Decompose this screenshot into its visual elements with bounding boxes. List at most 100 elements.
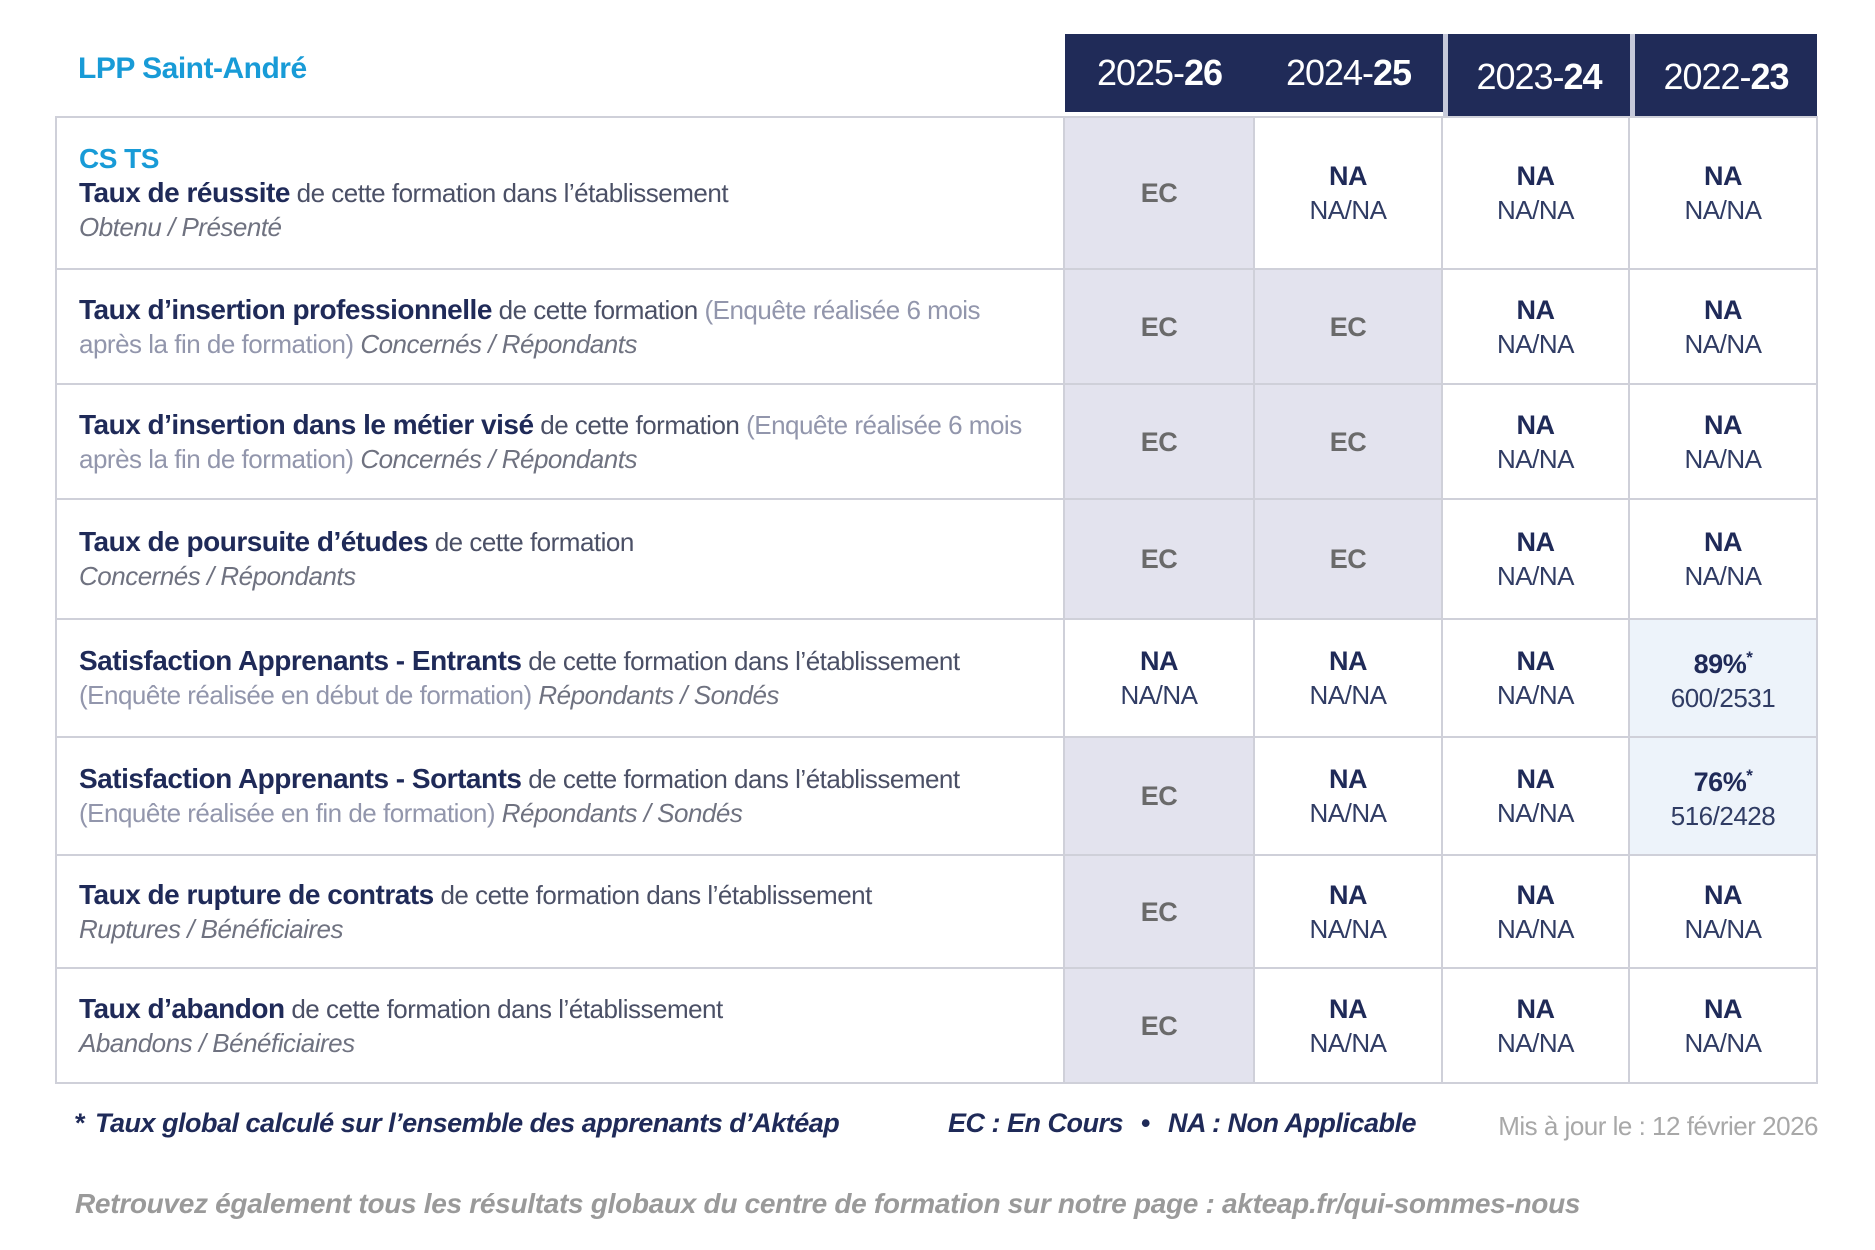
cell-value: NA [1329, 161, 1368, 191]
metric-desc: de cette formation dans l’établissement [289, 178, 729, 208]
year-bar-2022-23: 2022-23 [1635, 34, 1817, 120]
legend-ec: EC : En Cours [948, 1108, 1124, 1138]
cell-value: EC [1140, 1010, 1178, 1041]
value-cell: EC [1065, 856, 1253, 967]
ratio-label: Abandons / Bénéficiaires [79, 1027, 355, 1058]
value-cell: 76%* 516/2428 [1630, 738, 1816, 854]
ratio-label: Concernés / Répondants [79, 561, 356, 591]
value-cell: NA NA/NA [1065, 620, 1253, 736]
metric-title: Taux d’insertion dans le métier visé [79, 408, 534, 440]
cell-value: EC [1140, 426, 1178, 457]
cell-value: EC [1140, 544, 1178, 574]
asterisk: * [1746, 766, 1753, 785]
metric-desc: de cette formation [427, 527, 635, 557]
cell-ratio: NA/NA [1497, 913, 1574, 944]
ratio-label: Répondants / Sondés [501, 798, 743, 828]
cell-value: EC [1329, 544, 1367, 574]
metric-title: Satisfaction Apprenants - Entrants [79, 645, 522, 676]
value-cell: EC [1255, 500, 1441, 618]
cell-ratio: NA/NA [1309, 1027, 1387, 1058]
survey-note: (Enquête réalisée 6 mois après la fin de… [79, 409, 1022, 474]
value-cell: NA NA/NA [1630, 500, 1816, 618]
cell-value: EC [1329, 426, 1367, 457]
year-bar-2023-24: 2023-24 [1448, 34, 1630, 120]
cell-value: NA [1516, 294, 1556, 325]
value-cell: EC [1065, 969, 1253, 1082]
cell-ratio: NA/NA [1497, 798, 1574, 828]
year-header: 2025-26 2024-25 2023-24 2022-23 [1065, 34, 1817, 120]
ratio-label: Ruptures / Bénéficiaires [79, 913, 344, 944]
value-cell: NA NA/NA [1443, 118, 1628, 268]
row-label: Satisfaction Apprenants - Entrants de ce… [57, 620, 1063, 736]
value-cell: NA NA/NA [1255, 118, 1441, 268]
year-label: 2023-24 [1476, 56, 1602, 97]
metric-desc: de cette formation dans l’établissement [433, 879, 872, 910]
cell-ratio: NA/NA [1309, 913, 1387, 944]
value-cell: NA NA/NA [1630, 856, 1816, 967]
cell-value: EC [1140, 311, 1178, 342]
row-label: Taux d’abandon de cette formation dans l… [57, 969, 1063, 1082]
year-label: 2025-26 [1096, 52, 1223, 93]
legend-bullet: • [1141, 1108, 1150, 1138]
value-cell: NA NA/NA [1443, 385, 1628, 498]
metric-desc: de cette formation dans l’établissement [284, 993, 723, 1024]
metric-title: Taux d’abandon [79, 992, 285, 1024]
cell-ratio: NA/NA [1497, 328, 1574, 359]
value-cell: NA NA/NA [1255, 856, 1441, 967]
value-cell: EC [1065, 385, 1253, 498]
cell-value: NA [1516, 409, 1556, 440]
ratio-label: Concernés / Répondants [360, 443, 637, 474]
value-cell: NA NA/NA [1443, 500, 1628, 618]
cell-value: 89%* [1693, 648, 1753, 679]
survey-note: (Enquête réalisée en fin de formation) [79, 798, 502, 828]
cell-ratio: NA/NA [1120, 680, 1198, 710]
value-cell: EC [1065, 118, 1253, 268]
cell-ratio: NA/NA [1497, 561, 1574, 591]
value-cell: NA NA/NA [1630, 385, 1816, 498]
cell-value: NA [1140, 646, 1179, 676]
value-cell: EC [1065, 738, 1253, 854]
value-cell: EC [1065, 270, 1253, 383]
cell-ratio: NA/NA [1684, 913, 1762, 944]
updated-date: Mis à jour le : 12 février 2026 [1498, 1111, 1818, 1141]
page-title: LPP Saint-André [78, 52, 307, 85]
cell-ratio: 600/2531 [1670, 683, 1776, 713]
value-cell: EC [1255, 385, 1441, 498]
metric-title: Taux de réussite [79, 177, 290, 208]
cell-value: NA [1704, 161, 1743, 191]
cell-value: EC [1140, 896, 1178, 927]
header-divider [1630, 34, 1635, 120]
value-cell: EC [1255, 270, 1441, 383]
year-bar-recent: 2025-26 2024-25 [1065, 34, 1443, 112]
value-cell: EC [1065, 500, 1253, 618]
footnote-text: Taux global calculé sur l’ensemble des a… [95, 1108, 840, 1138]
metric-title: Taux de poursuite d’études [79, 526, 428, 557]
value-cell: NA NA/NA [1255, 969, 1441, 1082]
cell-value: NA [1516, 993, 1556, 1024]
row-label: Taux d’insertion dans le métier visé de … [57, 385, 1063, 498]
header-divider [1443, 34, 1448, 120]
year-label: 2022-23 [1663, 56, 1789, 97]
value-cell: NA NA/NA [1630, 118, 1816, 268]
metric-title: Taux d’insertion professionnelle [79, 293, 492, 325]
cell-ratio: NA/NA [1684, 328, 1762, 359]
cell-ratio: NA/NA [1684, 1027, 1762, 1058]
value-cell: NA NA/NA [1443, 856, 1628, 967]
cell-ratio: NA/NA [1309, 195, 1387, 225]
cell-ratio: NA/NA [1309, 680, 1387, 710]
cell-value: EC [1140, 781, 1178, 811]
legend: EC : En Cours • NA : Non Applicable [948, 1108, 1416, 1139]
cell-value: NA [1704, 879, 1743, 910]
cell-value: NA [1516, 161, 1556, 191]
asterisk: * [1746, 648, 1753, 667]
ratio-label: Obtenu / Présenté [79, 212, 282, 242]
metric-title: Taux de rupture de contrats [79, 878, 434, 910]
cell-value: NA [1329, 646, 1368, 676]
ratio-label: Répondants / Sondés [538, 680, 779, 710]
results-table: CS TS Taux de réussite de cette formation… [55, 116, 1818, 1084]
cell-ratio: NA/NA [1684, 561, 1762, 591]
value-cell: NA NA/NA [1443, 620, 1628, 736]
cell-value: NA [1704, 409, 1743, 440]
cell-value: NA [1516, 646, 1556, 676]
